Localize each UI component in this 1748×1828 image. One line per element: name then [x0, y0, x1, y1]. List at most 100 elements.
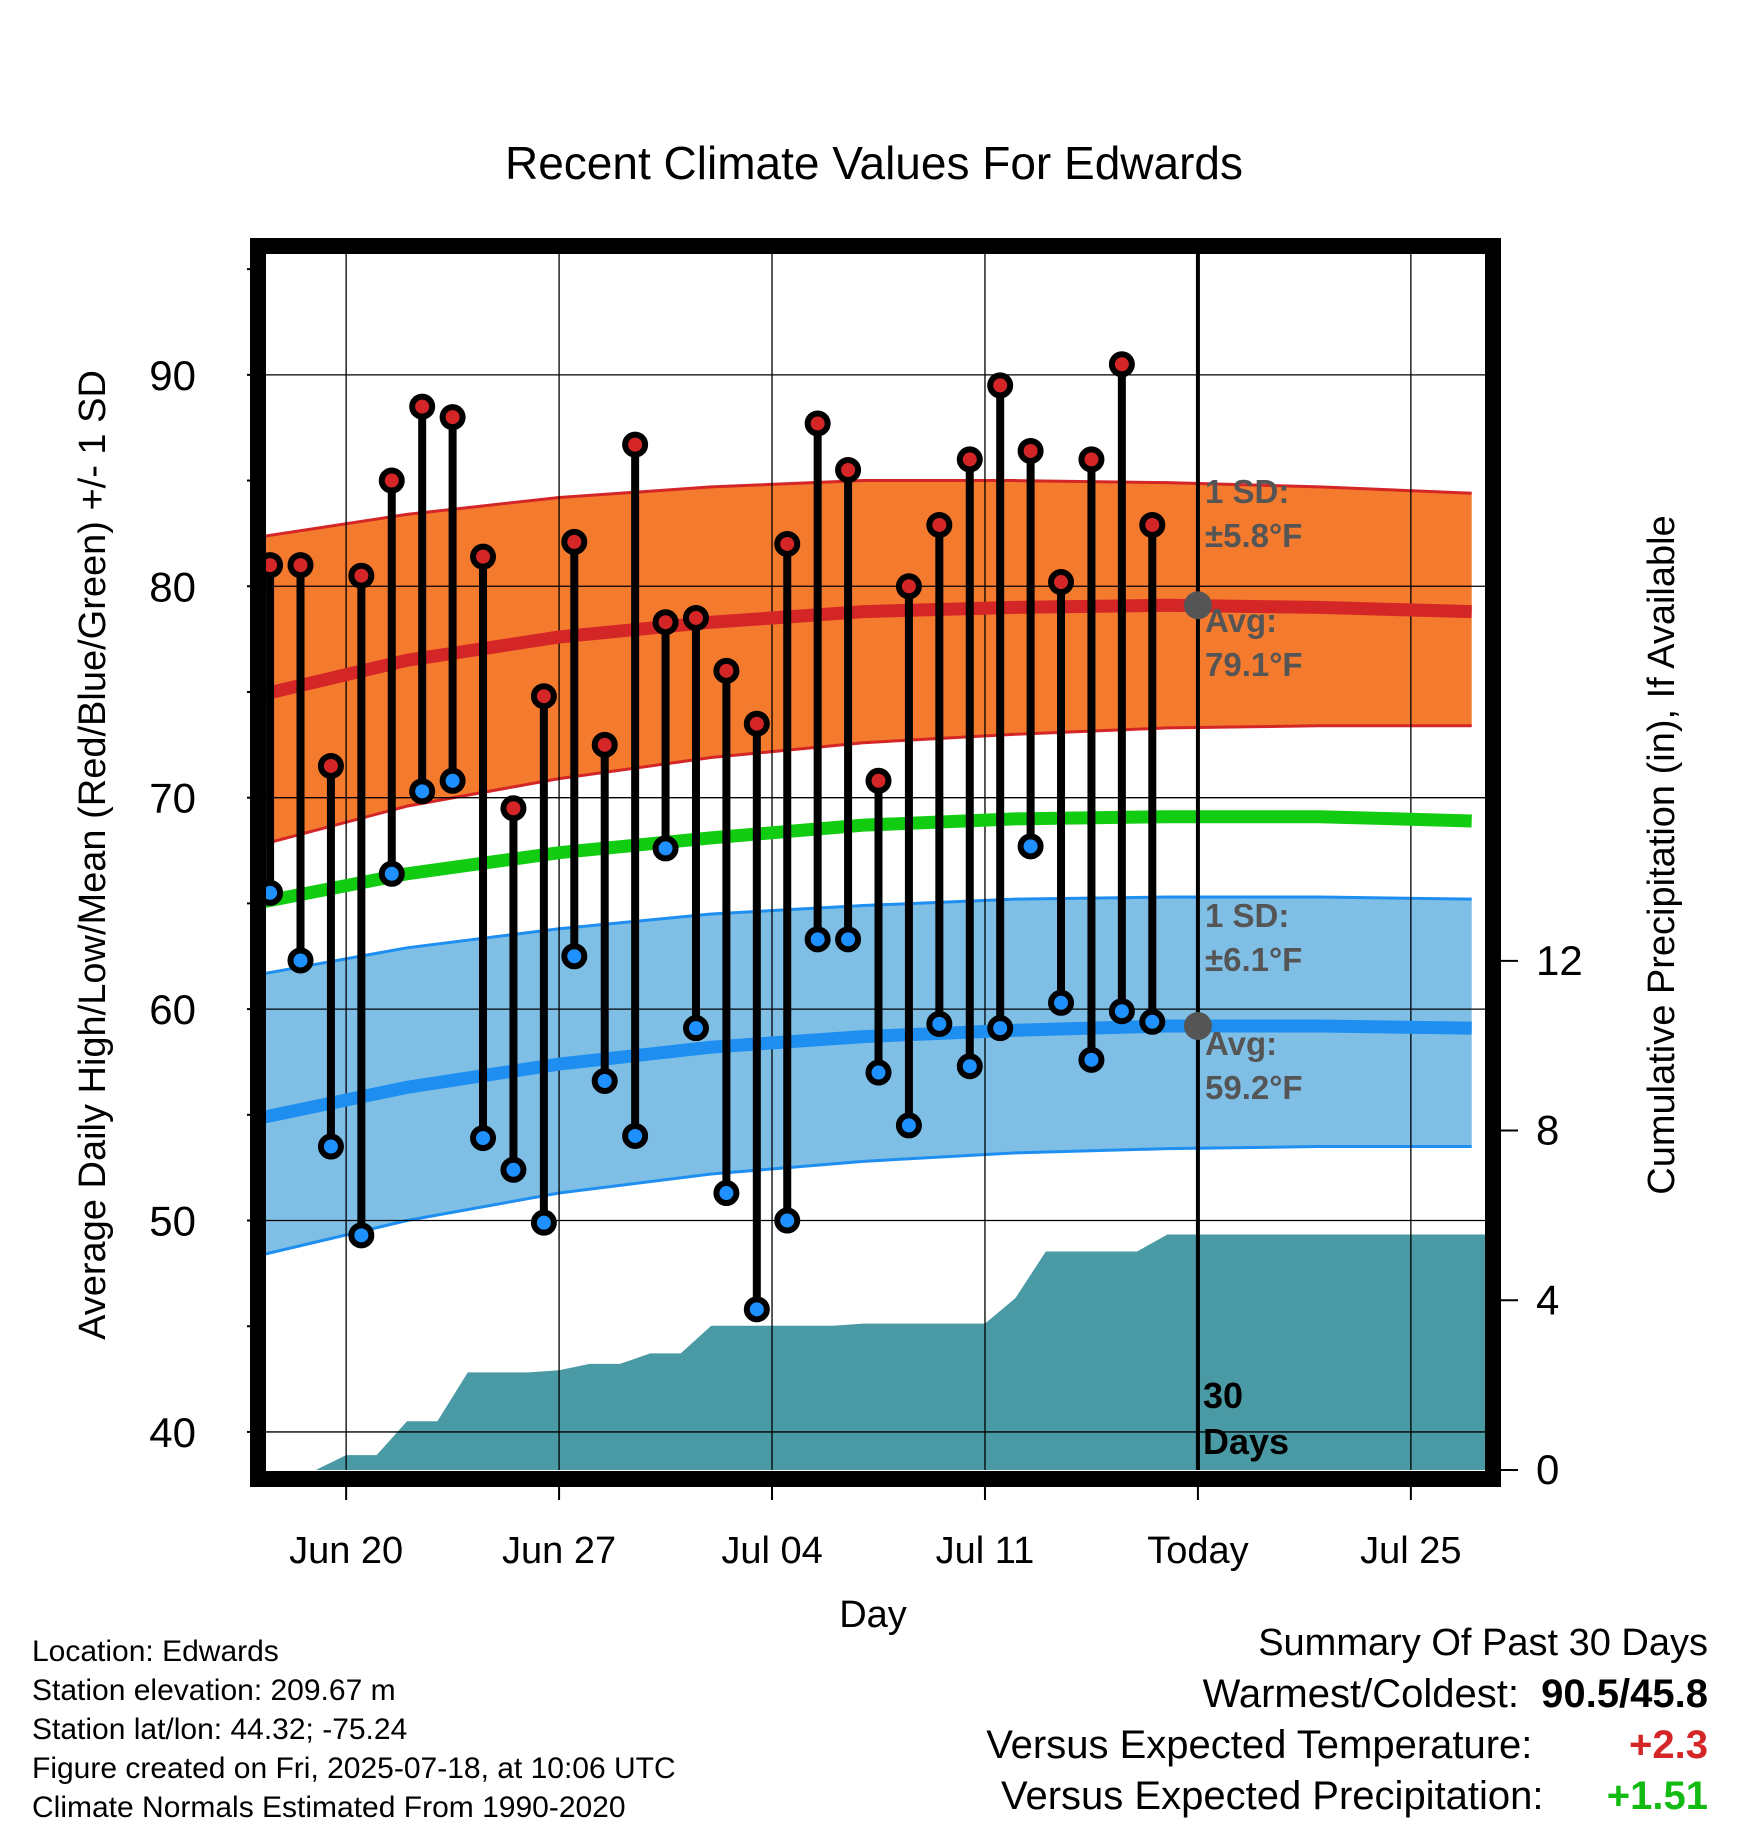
daily-low-point — [895, 1112, 922, 1139]
daily-low-point — [591, 1067, 618, 1094]
daily-low-point — [835, 926, 862, 953]
y-axis-label-left: Average Daily High/Low/Mean (Red/Blue/Gr… — [72, 370, 114, 1340]
today-high-avg-dot — [1183, 591, 1212, 620]
daily-low-point — [804, 926, 831, 953]
y-axis-label-right: Cumulative Precipitation (in), If Availa… — [1641, 515, 1683, 1194]
warm-cold-value: 90.5/45.8 — [1541, 1672, 1708, 1716]
station-location: Location: Edwards — [32, 1635, 279, 1668]
y2-tick-label: 4 — [1536, 1276, 1559, 1323]
station-info: Location: Edwards Station elevation: 209… — [32, 1632, 676, 1827]
daily-high-point — [348, 562, 375, 589]
low-sd-value: ±6.1°F — [1205, 941, 1302, 978]
daily-high-point — [652, 609, 679, 636]
daily-low-point — [622, 1122, 649, 1149]
normal-mean-line — [264, 810, 1472, 909]
summary-panel: Summary Of Past 30 Days Warmest/Coldest:… — [986, 1618, 1708, 1822]
daily-high-point — [743, 710, 770, 737]
daily-high-point — [926, 511, 953, 538]
summary-title: Summary Of Past 30 Days — [1258, 1622, 1708, 1664]
y-tick-label: 50 — [149, 1198, 196, 1245]
today-low-avg-dot — [1183, 1012, 1212, 1041]
low-normal-annotation: 1 SD: ±6.1°F Avg: 59.2°F — [1205, 897, 1303, 1106]
summary-warm-cold-row: Warmest/Coldest: 90.5/45.8 — [986, 1669, 1708, 1720]
daily-high-point — [378, 467, 405, 494]
x-axis-label: Day — [839, 1594, 907, 1636]
station-elevation: Station elevation: 209.67 m — [32, 1674, 396, 1707]
daily-high-point — [622, 431, 649, 458]
daily-range-stems — [266, 364, 1157, 1310]
daily-low-point — [865, 1059, 892, 1086]
daily-high-point — [1048, 569, 1075, 596]
daily-points — [257, 351, 1166, 1323]
plot-frame — [250, 238, 1501, 1487]
figure-created: Figure created on Fri, 2025-07-18, at 10… — [32, 1752, 676, 1785]
y-tick-label: 40 — [149, 1409, 196, 1456]
summary-temp-row: Versus Expected Temperature: +2.3 — [986, 1720, 1708, 1771]
low-sd-band-upper-edge — [264, 895, 1472, 976]
daily-high-point — [713, 657, 740, 684]
y2-tick-label: 0 — [1536, 1446, 1559, 1493]
daily-high-point — [1108, 351, 1135, 378]
x-tick-label: Jun 27 — [502, 1530, 616, 1572]
x-tick-label: Jul 25 — [1360, 1530, 1461, 1572]
daily-high-point — [317, 752, 344, 779]
daily-low-point — [470, 1125, 497, 1152]
chart-title: Recent Climate Values For Edwards — [505, 137, 1243, 189]
daily-high-point — [500, 795, 527, 822]
y-tick-label: 80 — [149, 563, 196, 610]
daily-high-point — [530, 683, 557, 710]
low-avg-value: 59.2°F — [1205, 1069, 1303, 1106]
daily-low-point — [1108, 998, 1135, 1025]
y-tick-label: 70 — [149, 775, 196, 822]
climate-normals-period: Climate Normals Estimated From 1990-2020 — [32, 1791, 626, 1824]
y2-tick-label: 12 — [1536, 937, 1583, 984]
daily-low-point — [1048, 989, 1075, 1016]
daily-high-point — [804, 410, 831, 437]
daily-high-point — [439, 404, 466, 431]
daily-high-point — [561, 528, 588, 555]
y-tick-label: 90 — [149, 352, 196, 399]
daily-high-point — [1017, 437, 1044, 464]
x-tick-label: Today — [1147, 1530, 1248, 1572]
daily-high-point — [865, 767, 892, 794]
low-avg-label: Avg: — [1205, 1025, 1277, 1062]
precip-departure-value: +1.51 — [1606, 1774, 1708, 1818]
today-marker — [1183, 248, 1212, 1470]
low-sd-band-lower-edge — [264, 1145, 1472, 1256]
daily-high-point — [987, 372, 1014, 399]
daily-low-point — [317, 1133, 344, 1160]
high-sd-band-upper-edge — [264, 479, 1472, 538]
daily-high-point — [1139, 511, 1166, 538]
daily-high-point — [1078, 446, 1105, 473]
high-sd-band — [264, 480, 1472, 844]
daily-low-point — [378, 860, 405, 887]
daily-low-point — [530, 1209, 557, 1236]
x-tick-label: Jul 11 — [936, 1530, 1035, 1572]
normal-lines-layer — [264, 598, 1472, 1124]
daily-low-point — [287, 947, 314, 974]
daily-low-point — [956, 1053, 983, 1080]
precip-departure-label: Versus Expected Precipitation: — [1001, 1774, 1544, 1818]
high-sd-label: 1 SD: — [1205, 473, 1289, 510]
daily-high-point — [470, 543, 497, 570]
normal-low-line — [264, 1019, 1472, 1124]
daily-low-point — [439, 767, 466, 794]
high-sd-value: ±5.8°F — [1205, 517, 1302, 554]
days-annotation: 30 Days — [1203, 1375, 1289, 1462]
station-latlon: Station lat/lon: 44.32; -75.24 — [32, 1713, 408, 1746]
axes: 40 50 60 70 80 90 0 4 8 12 Jun 20 Jun 27 Jul 04 Jul 1… — [149, 268, 1583, 1572]
daily-low-point — [774, 1207, 801, 1234]
x-tick-label: Jul 04 — [721, 1530, 822, 1572]
daily-low-point — [926, 1010, 953, 1037]
daily-low-point — [561, 943, 588, 970]
daily-low-point — [743, 1296, 770, 1323]
high-avg-value: 79.1°F — [1205, 646, 1303, 683]
y2-tick-label: 8 — [1536, 1107, 1559, 1154]
high-avg-label: Avg: — [1205, 602, 1277, 639]
days-word: Days — [1203, 1421, 1289, 1462]
daily-low-point — [682, 1015, 709, 1042]
warm-cold-label: Warmest/Coldest: — [1202, 1672, 1519, 1716]
low-sd-label: 1 SD: — [1205, 897, 1289, 934]
days-count: 30 — [1203, 1375, 1243, 1416]
